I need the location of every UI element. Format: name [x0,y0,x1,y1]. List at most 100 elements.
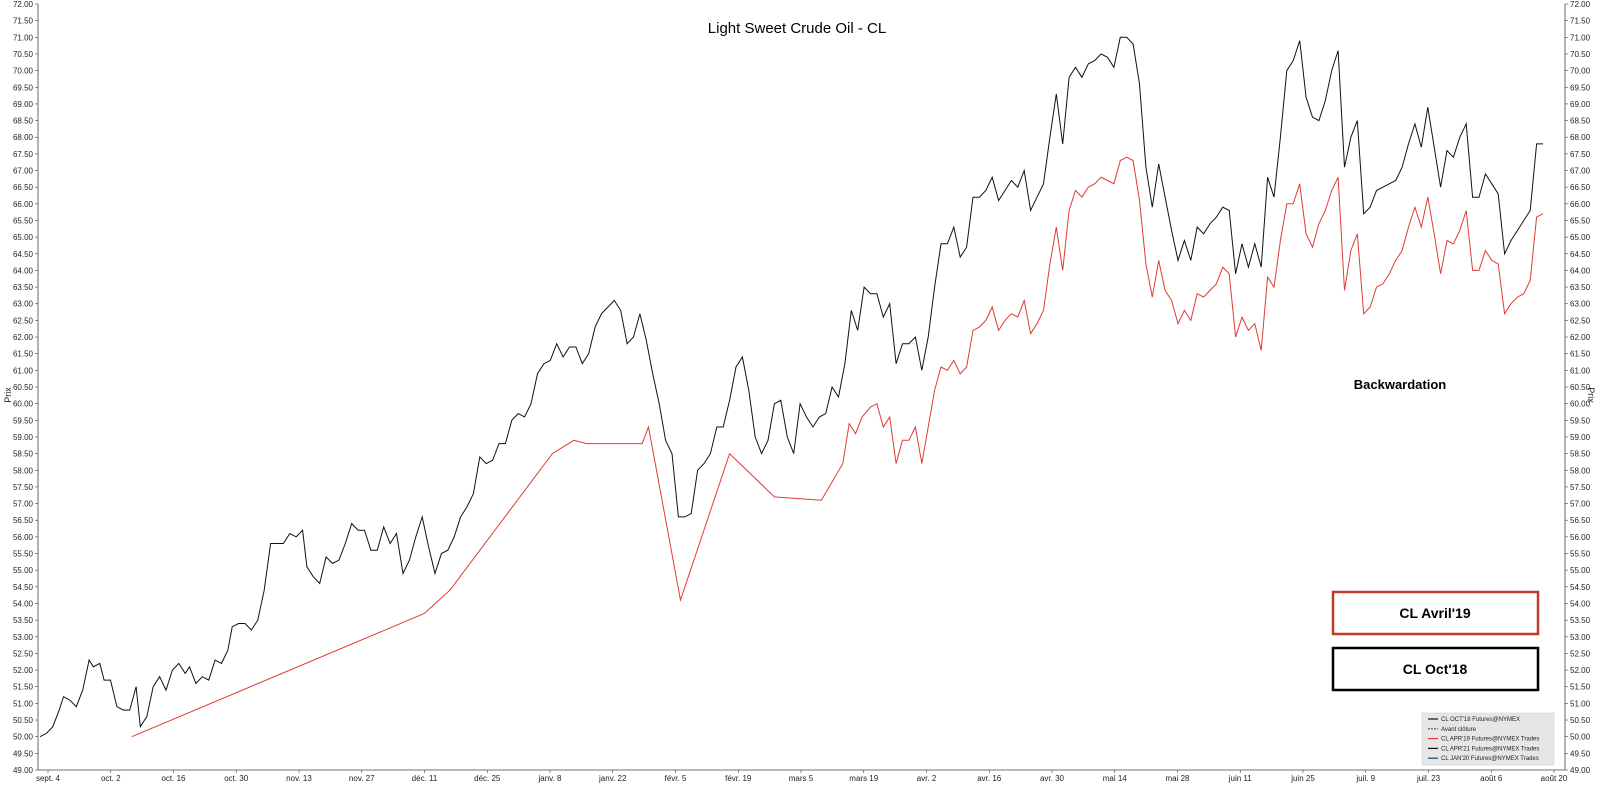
y-axis-label-right: Prix [1586,387,1596,403]
y-tick-label-left: 67.00 [13,167,34,176]
y-tick-label-right: 62.00 [1570,333,1591,342]
y-tick-label-left: 60.00 [13,400,34,409]
y-tick-label-left: 65.00 [13,233,34,242]
y-tick-label-right: 61.50 [1570,350,1591,359]
y-tick-label-left: 69.50 [13,83,34,92]
y-tick-label-right: 51.00 [1570,699,1591,708]
x-tick-label: mai 28 [1165,774,1190,783]
legend: CL OCT'18 Futures@NYMEX Avant clôture CL A… [1421,712,1555,766]
y-tick-label-left: 72.00 [13,0,34,9]
y-tick-label-right: 65.50 [1570,216,1591,225]
y-tick-label-left: 54.00 [13,599,34,608]
y-tick-label-left: 53.00 [13,633,34,642]
y-tick-label-left: 61.00 [13,366,34,375]
y-tick-label-left: 64.00 [13,266,34,275]
x-tick-label: oct. 2 [101,774,121,783]
y-tick-label-right: 52.50 [1570,649,1591,658]
legend-label: CL APR'19 Futures@NYMEX Trades [1441,737,1539,743]
y-tick-label-left: 54.50 [13,583,34,592]
y-tick-label-left: 71.50 [13,17,34,26]
y-tick-label-right: 71.50 [1570,17,1591,26]
legend-frame [1421,712,1555,766]
x-tick-label: sept. 4 [36,774,61,783]
y-tick-label-left: 59.00 [13,433,34,442]
y-tick-label-right: 56.00 [1570,533,1591,542]
y-tick-label-right: 56.50 [1570,516,1591,525]
y-axis-right-ticks: 49.00 49.50 50.00 50.50 51.00 51.50 52.00 52.50… [1565,0,1591,775]
y-tick-label-left: 61.50 [13,350,34,359]
y-tick-label-right: 60.50 [1570,383,1591,392]
x-tick-label: janv. 22 [598,774,627,783]
y-tick-label-left: 51.00 [13,699,34,708]
y-tick-label-left: 60.50 [13,383,34,392]
y-tick-label-left: 65.50 [13,216,34,225]
y-tick-label-right: 69.50 [1570,83,1591,92]
x-tick-label: mars 5 [789,774,814,783]
y-tick-label-left: 63.50 [13,283,34,292]
y-tick-label-right: 59.50 [1570,416,1591,425]
y-tick-label-right: 51.50 [1570,683,1591,692]
y-tick-label-left: 59.50 [13,416,34,425]
y-tick-label-left: 70.50 [13,50,34,59]
y-tick-label-left: 56.50 [13,516,34,525]
y-tick-label-left: 57.00 [13,500,34,509]
x-tick-label: avr. 30 [1040,774,1065,783]
y-tick-label-right: 69.00 [1570,100,1591,109]
y-axis-left-ticks: 49.00 49.50 50.00 50.50 51.00 51.50 52.00 52.50… [13,0,38,775]
y-tick-label-left: 68.50 [13,117,34,126]
y-tick-label-left: 49.50 [13,749,34,758]
y-tick-label-left: 66.50 [13,183,34,192]
y-tick-label-right: 70.00 [1570,67,1591,76]
y-tick-label-right: 65.00 [1570,233,1591,242]
label-box-apr19-frame [1331,590,1540,636]
y-tick-label-right: 54.00 [1570,599,1591,608]
y-tick-label-right: 58.50 [1570,450,1591,459]
y-tick-label-right: 57.50 [1570,483,1591,492]
y-tick-label-left: 55.50 [13,550,34,559]
x-tick-label: déc. 25 [474,774,501,783]
y-tick-label-right: 55.00 [1570,566,1591,575]
y-tick-label-left: 70.00 [13,67,34,76]
y-tick-label-left: 66.00 [13,200,34,209]
y-tick-label-right: 66.00 [1570,200,1591,209]
y-tick-label-right: 53.50 [1570,616,1591,625]
y-tick-label-right: 58.00 [1570,466,1591,475]
x-tick-label: déc. 11 [412,774,438,783]
y-tick-label-right: 54.50 [1570,583,1591,592]
y-tick-label-right: 63.00 [1570,300,1591,309]
y-tick-label-left: 53.50 [13,616,34,625]
x-tick-label: août 20 [1541,774,1568,783]
y-tick-label-left: 62.00 [13,333,34,342]
label-box-oct18: CL Oct'18 [1331,646,1540,692]
x-tick-label: nov. 27 [349,774,375,783]
backwardation-annotation: Backwardation [1354,377,1447,392]
y-tick-label-left: 71.00 [13,33,34,42]
y-tick-label-left: 52.50 [13,649,34,658]
y-tick-label-left: 58.00 [13,466,34,475]
y-tick-label-right: 63.50 [1570,283,1591,292]
y-tick-label-left: 68.00 [13,133,34,142]
y-tick-label-right: 64.50 [1570,250,1591,259]
y-tick-label-right: 72.00 [1570,0,1591,9]
x-tick-label: juil. 23 [1416,774,1441,783]
label-box-apr19: CL Avril'19 [1331,590,1540,636]
y-tick-label-right: 50.00 [1570,733,1591,742]
y-tick-label-right: 57.00 [1570,500,1591,509]
y-tick-label-right: 66.50 [1570,183,1591,192]
series-layer [39,36,1544,738]
x-tick-label: août 6 [1480,774,1503,783]
legend-label: Avant clôture [1441,727,1477,733]
y-tick-label-right: 50.50 [1570,716,1591,725]
y-tick-label-left: 64.50 [13,250,34,259]
y-tick-label-left: 51.50 [13,683,34,692]
y-tick-label-left: 55.00 [13,566,34,575]
y-tick-label-left: 56.00 [13,533,34,542]
y-tick-label-right: 68.00 [1570,133,1591,142]
x-tick-label: mai 14 [1103,774,1128,783]
x-tick-label: juin 11 [1228,774,1253,783]
y-tick-label-right: 60.00 [1570,400,1591,409]
y-tick-label-right: 68.50 [1570,117,1591,126]
y-tick-label-left: 63.00 [13,300,34,309]
x-tick-label: févr. 5 [665,774,687,783]
